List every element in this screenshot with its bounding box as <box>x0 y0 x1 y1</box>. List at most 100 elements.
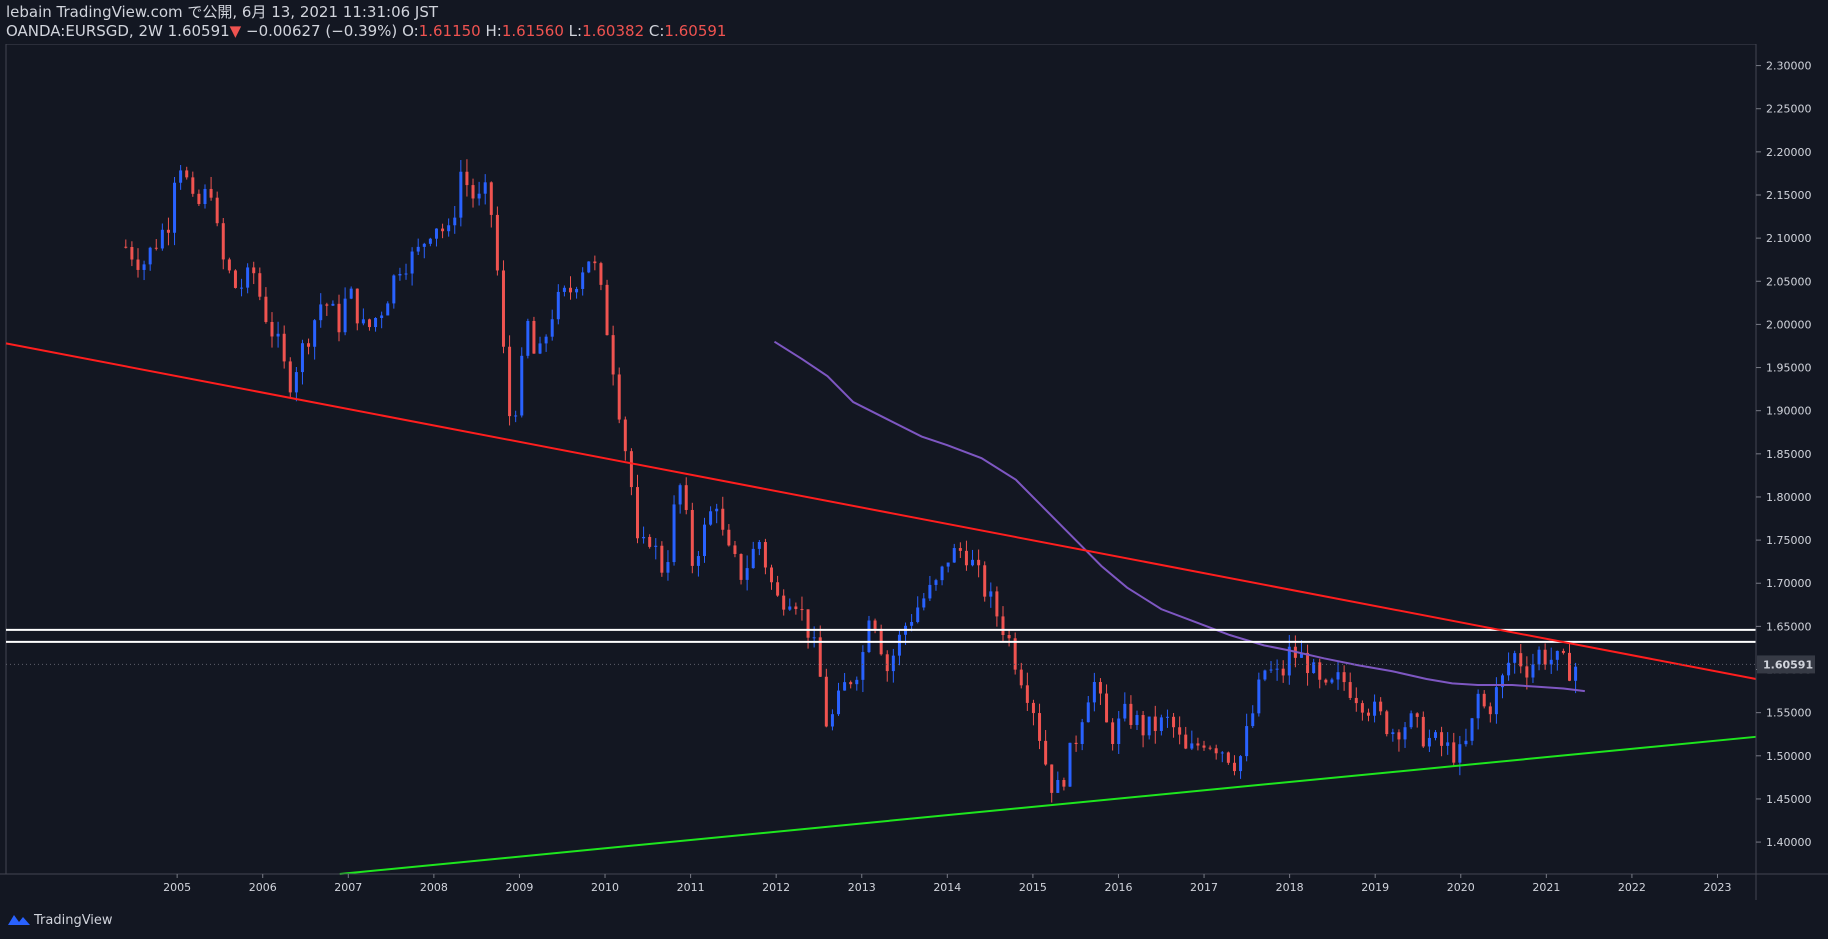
candle-body <box>1561 650 1565 653</box>
symbol-name[interactable]: OANDA:EURSGD, 2W <box>6 22 163 40</box>
candle-body <box>1007 635 1011 639</box>
candle-body <box>148 247 152 265</box>
candle-body <box>264 296 268 322</box>
candle-body <box>867 620 871 653</box>
candle-body <box>501 270 505 347</box>
candle-body <box>958 548 962 551</box>
candle-body <box>1153 716 1157 731</box>
candle-body <box>1397 732 1401 740</box>
plot-area <box>5 44 1757 875</box>
candle-body <box>861 652 865 680</box>
tradingview-brand[interactable]: TradingView <box>34 913 113 928</box>
open-value: 1.61150 <box>418 22 481 40</box>
y-tick-label: 2.10000 <box>1766 232 1812 245</box>
candle-body <box>581 272 585 289</box>
candle-body <box>380 315 384 318</box>
candle-body <box>307 343 311 347</box>
candle-body <box>1172 716 1176 728</box>
candle-body <box>124 246 128 248</box>
candle-body <box>1574 666 1578 681</box>
candle-body <box>1044 740 1048 765</box>
candle-body <box>209 188 213 198</box>
candle-body <box>1543 649 1547 665</box>
candle-body <box>1202 745 1206 748</box>
resistance-trendline <box>5 342 1757 680</box>
candle-body <box>343 298 347 333</box>
candle-body <box>1324 679 1328 683</box>
candle-body <box>1068 742 1072 787</box>
candle-body <box>952 548 956 563</box>
candle-body <box>179 170 183 183</box>
candle-body <box>922 598 926 608</box>
candle-body <box>1488 706 1492 715</box>
candle-body <box>1001 616 1005 636</box>
y-tick-label: 2.15000 <box>1766 189 1812 202</box>
candle-body <box>770 567 774 583</box>
candle-body <box>410 251 414 274</box>
publisher-line: lebain TradingView.com で公開, 6月 13, 2021 … <box>6 3 439 21</box>
candle-body <box>1080 722 1084 744</box>
candle-body <box>1433 732 1437 738</box>
candle-body <box>1050 764 1054 793</box>
candle-body <box>453 217 457 226</box>
candle-body <box>739 554 743 580</box>
candle-body <box>782 595 786 610</box>
candle-body <box>1409 713 1413 728</box>
low-value: 1.60382 <box>582 22 645 40</box>
last-price: 1.60591 <box>167 22 230 40</box>
candle-body <box>1208 747 1212 749</box>
candle-body <box>1105 693 1109 723</box>
moving-average-line <box>773 340 1585 693</box>
candle-body <box>946 562 950 567</box>
candle-body <box>678 485 682 505</box>
price-chart[interactable]: 2.30000 2.25000 2.20000 2.15000 2.10000 2.050… <box>0 44 1828 900</box>
candle-body <box>173 182 177 233</box>
candle-body <box>788 606 792 610</box>
candle-body <box>1092 682 1096 703</box>
candle-body <box>818 637 822 677</box>
candle-body <box>240 287 244 289</box>
candle-body <box>1354 697 1358 704</box>
candle-body <box>520 355 524 416</box>
y-tick-label: 1.80000 <box>1766 491 1812 504</box>
candle-body <box>727 529 731 546</box>
candle-body <box>562 287 566 292</box>
candle-body <box>1111 722 1115 745</box>
change-arrow-icon: ▼ <box>229 22 242 40</box>
candle-body <box>1117 718 1121 745</box>
candle-body <box>1214 748 1218 754</box>
candle-body <box>690 509 694 566</box>
candle-body <box>471 185 475 199</box>
open-label: O: <box>402 22 419 40</box>
candle-body <box>1031 702 1035 714</box>
candle-body <box>514 415 518 417</box>
y-tick-label: 1.75000 <box>1766 534 1812 547</box>
high-label: H: <box>485 22 502 40</box>
candle-body <box>1184 734 1188 749</box>
candle-body <box>1476 693 1480 719</box>
candle-body <box>1232 762 1236 772</box>
x-tick-label: 2019 <box>1361 881 1389 894</box>
candle-body <box>142 264 146 270</box>
candle-body <box>745 568 749 580</box>
candle-body <box>398 273 402 276</box>
candle-body <box>1129 703 1133 725</box>
y-tick-label: 1.55000 <box>1766 707 1812 720</box>
candle-body <box>550 319 554 337</box>
candle-body <box>294 372 298 393</box>
candle-body <box>1287 646 1291 676</box>
candle-body <box>483 182 487 194</box>
price-change: −0.00627 (−0.39%) <box>246 22 398 40</box>
candle-body <box>1086 702 1090 723</box>
candle-body <box>995 591 999 617</box>
candle-body <box>300 343 304 373</box>
candle-body <box>416 246 420 252</box>
candle-body <box>221 223 225 260</box>
candle-body <box>325 304 329 306</box>
y-tick-label: 1.40000 <box>1766 836 1812 849</box>
candle-body <box>642 536 646 539</box>
candle-body <box>964 550 968 566</box>
candle-body <box>1568 652 1572 681</box>
candle-body <box>635 487 639 539</box>
candle-body <box>1141 715 1145 736</box>
